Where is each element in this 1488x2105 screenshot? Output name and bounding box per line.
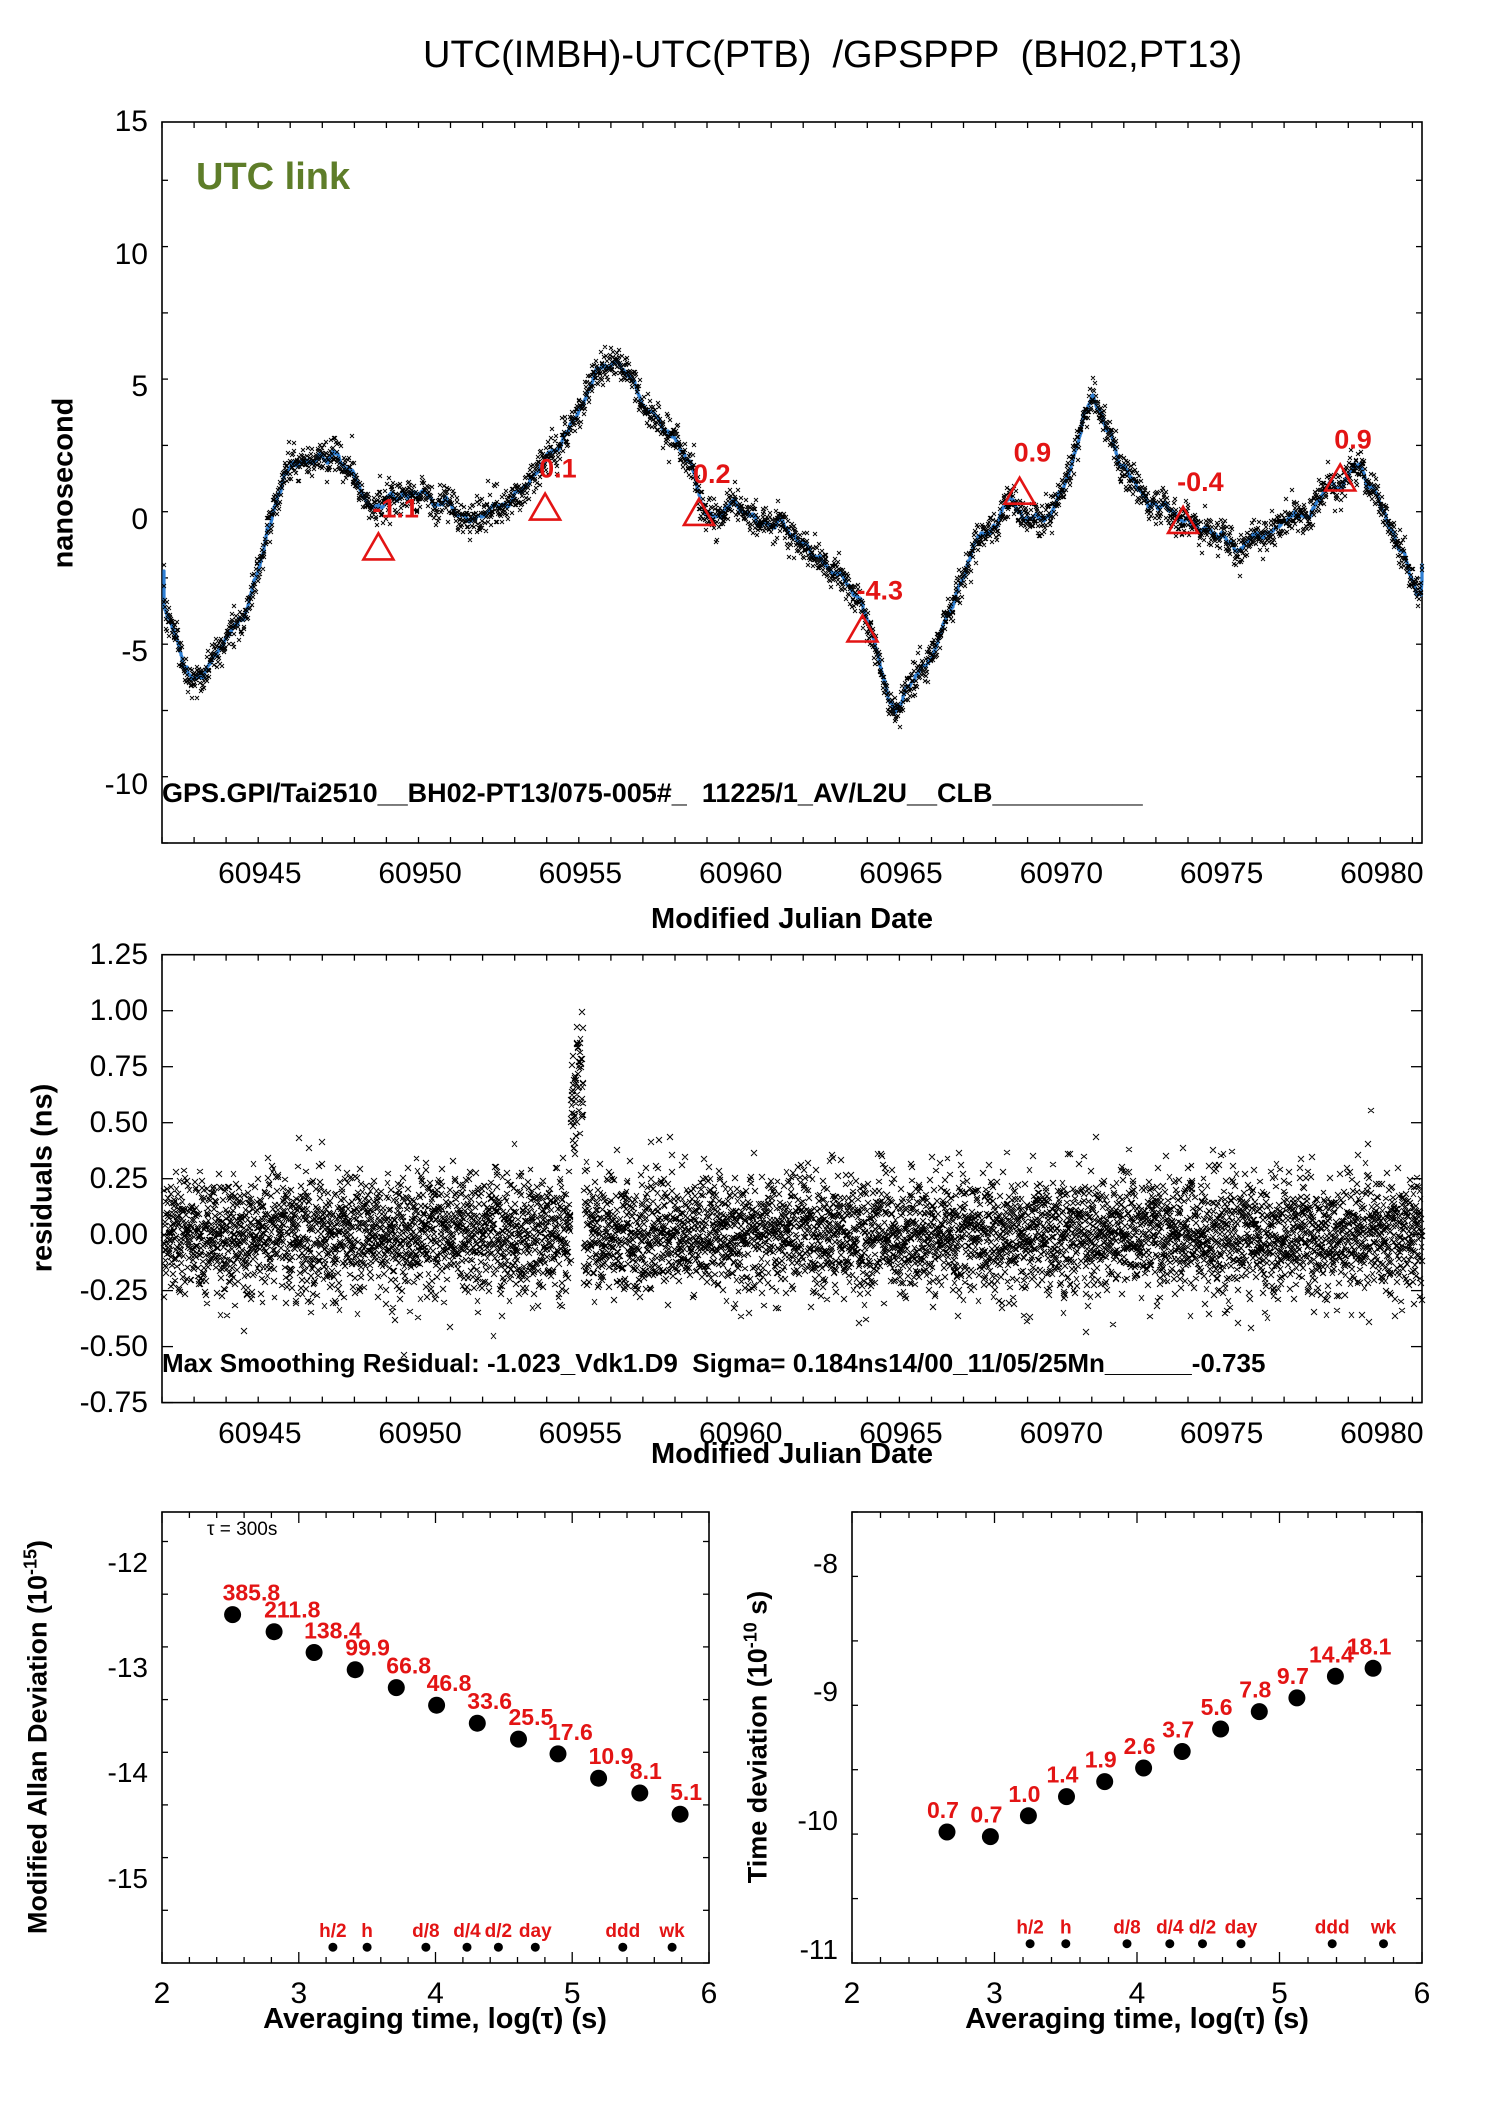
svg-text:18.1: 18.1 — [1347, 1633, 1392, 1659]
svg-text:ddd: ddd — [605, 1921, 640, 1942]
svg-text:33.6: 33.6 — [467, 1688, 512, 1714]
svg-text:5.6: 5.6 — [1201, 1694, 1233, 1720]
svg-text:1.9: 1.9 — [1085, 1747, 1117, 1773]
svg-text:day: day — [519, 1921, 552, 1942]
svg-text:7.8: 7.8 — [1239, 1677, 1271, 1703]
svg-text:ddd: ddd — [1315, 1918, 1350, 1939]
svg-text:d/8: d/8 — [1113, 1918, 1140, 1939]
svg-text:0.7: 0.7 — [970, 1802, 1002, 1828]
svg-text:9.7: 9.7 — [1277, 1663, 1309, 1689]
svg-text:d/8: d/8 — [412, 1921, 439, 1942]
svg-text:d/2: d/2 — [1189, 1918, 1216, 1939]
svg-text:66.8: 66.8 — [386, 1653, 431, 1679]
svg-text:h: h — [1060, 1918, 1072, 1939]
svg-text:1.4: 1.4 — [1047, 1762, 1079, 1788]
svg-text:1.0: 1.0 — [1008, 1781, 1040, 1807]
svg-text:h/2: h/2 — [319, 1921, 346, 1942]
svg-text:wk: wk — [658, 1921, 685, 1942]
svg-text:0.1: 0.1 — [539, 454, 577, 484]
svg-text:25.5: 25.5 — [509, 1704, 554, 1730]
svg-text:5.1: 5.1 — [670, 1779, 702, 1805]
svg-text:d/4: d/4 — [1156, 1918, 1184, 1939]
svg-text:wk: wk — [1370, 1918, 1397, 1939]
svg-text:0.7: 0.7 — [927, 1797, 959, 1823]
svg-text:3.7: 3.7 — [1162, 1717, 1194, 1743]
svg-text:99.9: 99.9 — [345, 1635, 390, 1661]
svg-text:-1.1: -1.1 — [372, 493, 419, 523]
svg-text:10.9: 10.9 — [589, 1743, 634, 1769]
svg-text:17.6: 17.6 — [548, 1719, 593, 1745]
svg-text:0.2: 0.2 — [693, 459, 731, 489]
svg-text:h: h — [361, 1921, 373, 1942]
svg-text:2.6: 2.6 — [1124, 1733, 1156, 1759]
svg-text:8.1: 8.1 — [630, 1758, 662, 1784]
svg-text:-4.3: -4.3 — [857, 576, 904, 606]
svg-text:0.9: 0.9 — [1334, 425, 1372, 455]
svg-text:day: day — [1225, 1918, 1258, 1939]
svg-text:d/2: d/2 — [485, 1921, 512, 1942]
svg-text:-0.4: -0.4 — [1177, 467, 1224, 497]
svg-text:0.9: 0.9 — [1014, 438, 1052, 468]
svg-text:h/2: h/2 — [1016, 1918, 1043, 1939]
svg-text:d/4: d/4 — [453, 1921, 481, 1942]
svg-text:46.8: 46.8 — [427, 1670, 472, 1696]
